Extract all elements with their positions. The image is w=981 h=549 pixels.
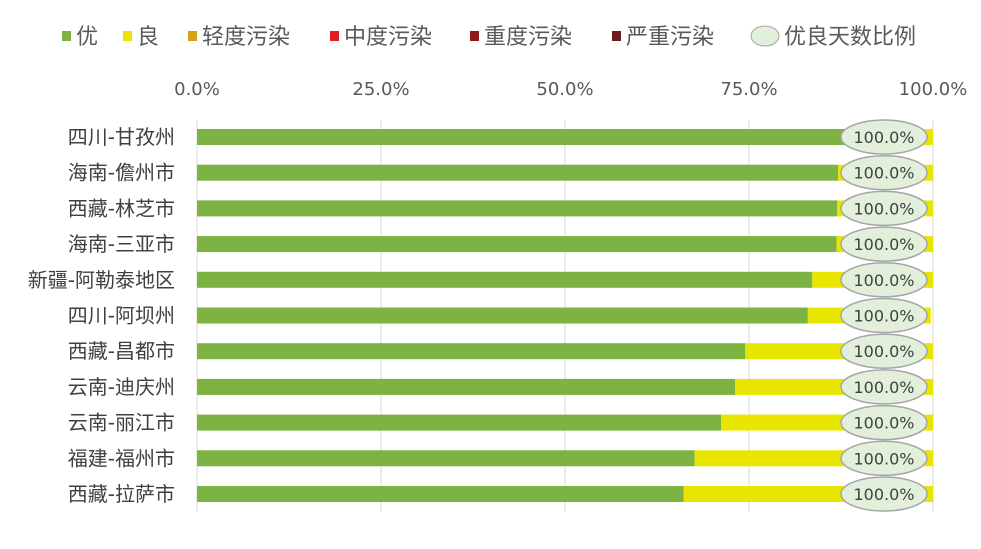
ratio-label: 100.0% bbox=[853, 164, 914, 183]
legend-label: 重度污染 bbox=[484, 25, 572, 50]
ratio-ellipse bbox=[840, 154, 928, 191]
ratio-ellipse bbox=[840, 262, 928, 298]
ratio-label: 100.0% bbox=[853, 342, 914, 361]
x-tick-label: 25.0% bbox=[352, 79, 409, 100]
ratio-ellipse bbox=[840, 226, 928, 262]
legend-swatch bbox=[62, 31, 71, 41]
bar-优 bbox=[197, 414, 722, 431]
ratio-label: 100.0% bbox=[853, 485, 914, 504]
ratio-ellipse bbox=[840, 440, 928, 477]
bar-优 bbox=[197, 200, 838, 217]
legend-swatch bbox=[330, 31, 339, 41]
legend-swatch bbox=[188, 31, 197, 41]
bar-优 bbox=[197, 307, 808, 324]
ratio-label: 100.0% bbox=[853, 307, 914, 326]
ratio-label: 100.0% bbox=[853, 235, 914, 254]
ratio-ellipse bbox=[840, 476, 928, 512]
bar-优 bbox=[197, 129, 853, 145]
ratio-label: 100.0% bbox=[853, 199, 914, 218]
legend-swatch bbox=[470, 31, 479, 41]
ratio-ellipse bbox=[840, 190, 928, 227]
bar-优 bbox=[197, 236, 837, 253]
ratio-label: 100.0% bbox=[853, 271, 914, 290]
legend-swatch bbox=[612, 31, 621, 41]
x-tick-label: 75.0% bbox=[720, 79, 777, 100]
bar-优 bbox=[197, 378, 736, 395]
legend-swatch bbox=[123, 31, 132, 41]
category-label: 西藏-昌都市 bbox=[68, 339, 175, 363]
ratio-label: 100.0% bbox=[853, 378, 914, 397]
bar-优 bbox=[197, 343, 746, 360]
legend-label: 中度污染 bbox=[344, 25, 432, 50]
ratio-ellipse bbox=[840, 119, 928, 155]
x-tick-label: 100.0% bbox=[899, 79, 968, 100]
ratio-label: 100.0% bbox=[853, 414, 914, 433]
bar-优 bbox=[197, 271, 813, 288]
legend-swatch-ellipse bbox=[750, 25, 780, 47]
ratio-ellipse bbox=[840, 333, 928, 369]
ratio-label: 100.0% bbox=[853, 449, 914, 468]
legend-label: 优良天数比例 bbox=[784, 25, 916, 50]
legend-label: 良 bbox=[137, 25, 159, 50]
category-label: 福建-福州市 bbox=[68, 446, 175, 470]
bar-优 bbox=[197, 164, 839, 181]
ratio-ellipse bbox=[840, 369, 928, 405]
legend-label: 严重污染 bbox=[626, 25, 714, 50]
category-label: 四川-甘孜州 bbox=[68, 125, 175, 149]
bar-优 bbox=[197, 486, 684, 502]
category-label: 海南-儋州市 bbox=[68, 161, 175, 185]
category-label: 新疆-阿勒泰地区 bbox=[28, 268, 175, 292]
legend-label: 优 bbox=[76, 25, 98, 50]
category-label: 西藏-拉萨市 bbox=[68, 482, 175, 506]
ratio-label: 100.0% bbox=[853, 128, 914, 147]
legend-label: 轻度污染 bbox=[202, 25, 290, 50]
ratio-ellipse bbox=[840, 404, 928, 441]
category-label: 西藏-林芝市 bbox=[68, 196, 175, 220]
category-label: 四川-阿坝州 bbox=[68, 304, 175, 328]
x-tick-label: 0.0% bbox=[174, 79, 220, 100]
category-label: 云南-迪庆州 bbox=[68, 375, 175, 399]
x-tick-label: 50.0% bbox=[536, 79, 593, 100]
bar-优 bbox=[197, 450, 695, 467]
category-label: 海南-三亚市 bbox=[68, 232, 175, 256]
category-label: 云南-丽江市 bbox=[68, 411, 175, 435]
ratio-ellipse bbox=[840, 297, 928, 334]
